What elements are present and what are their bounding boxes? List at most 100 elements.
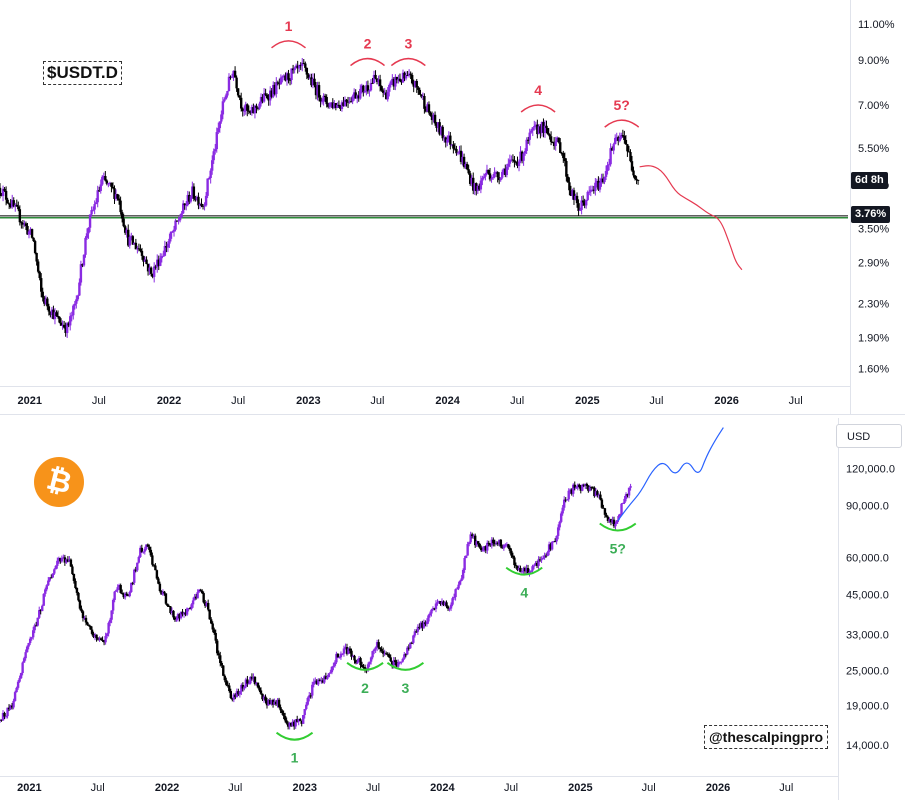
candle-body bbox=[197, 196, 200, 206]
candle-body bbox=[181, 611, 184, 615]
candle-body bbox=[465, 163, 469, 170]
candle-body bbox=[463, 558, 466, 570]
candle-body bbox=[229, 691, 233, 698]
candle-body bbox=[561, 507, 564, 514]
candle-body bbox=[203, 205, 206, 207]
candle-body bbox=[190, 604, 193, 609]
candle-body bbox=[189, 196, 193, 202]
candle-body bbox=[520, 151, 524, 161]
candle-body bbox=[601, 178, 605, 183]
candle-body bbox=[427, 104, 431, 113]
usdt-ticker-label: $USDT.D bbox=[43, 61, 122, 85]
candle-body bbox=[191, 600, 195, 605]
candle-body bbox=[110, 610, 113, 620]
candle-body bbox=[528, 571, 531, 574]
candle-body bbox=[270, 700, 273, 704]
candle-body bbox=[351, 655, 355, 657]
candle-body bbox=[553, 541, 557, 543]
candle-body bbox=[331, 102, 334, 108]
y-tick-label: 25,000.0 bbox=[846, 665, 889, 677]
candle-body bbox=[159, 258, 162, 266]
candle-body bbox=[470, 177, 473, 184]
candle-body bbox=[454, 589, 457, 598]
candle-body bbox=[345, 647, 349, 654]
candle-body bbox=[90, 629, 94, 634]
candle-body bbox=[537, 559, 540, 566]
candle-body bbox=[354, 92, 357, 99]
candle-body bbox=[443, 137, 446, 139]
candle-body bbox=[555, 535, 558, 542]
candle-body bbox=[166, 603, 169, 606]
candle-body bbox=[522, 568, 525, 572]
candle-body bbox=[479, 180, 483, 190]
candle-body bbox=[78, 282, 81, 296]
candle-body bbox=[520, 571, 524, 573]
candle-body bbox=[567, 490, 570, 500]
candle-body bbox=[249, 111, 252, 114]
candle-body bbox=[148, 546, 151, 550]
candle-body bbox=[186, 194, 189, 206]
candle-body bbox=[413, 631, 417, 636]
candle-body bbox=[629, 152, 632, 162]
candle-body bbox=[478, 543, 481, 548]
candle-body bbox=[42, 593, 45, 606]
candle-body bbox=[214, 632, 217, 641]
candle-body bbox=[143, 548, 147, 552]
candle-body bbox=[175, 619, 178, 621]
candle-body bbox=[307, 74, 310, 79]
wave-top-arc bbox=[271, 40, 306, 49]
candle-body bbox=[517, 567, 521, 570]
candle-body bbox=[523, 568, 527, 572]
candle-body bbox=[285, 720, 288, 724]
candle-body bbox=[488, 173, 492, 180]
candle-body bbox=[61, 324, 64, 326]
candle-body bbox=[486, 542, 489, 551]
candle-body bbox=[558, 521, 561, 528]
candle-body bbox=[433, 114, 437, 124]
candle-body bbox=[430, 609, 433, 614]
candle-body bbox=[162, 255, 165, 257]
candle-body bbox=[495, 542, 498, 544]
candle-body bbox=[363, 90, 367, 93]
candle-body bbox=[279, 77, 283, 85]
candle-body bbox=[472, 177, 475, 191]
candle-body bbox=[280, 710, 284, 713]
candle-body bbox=[536, 124, 539, 135]
candle-body bbox=[403, 72, 406, 79]
candle-body bbox=[105, 633, 109, 637]
candle-body bbox=[273, 84, 276, 95]
projection-path bbox=[617, 427, 724, 522]
candle-body bbox=[418, 626, 421, 628]
y-tick-label: 19,000.0 bbox=[846, 701, 889, 713]
currency-button[interactable]: USD bbox=[836, 424, 902, 448]
candle-body bbox=[192, 186, 196, 199]
candle-body bbox=[514, 161, 518, 163]
candle-body bbox=[636, 179, 640, 181]
candle-body bbox=[348, 101, 351, 103]
x-tick-label: 2022 bbox=[157, 395, 181, 407]
candle-body bbox=[302, 63, 305, 65]
candle-body bbox=[201, 205, 205, 207]
candle-body bbox=[342, 102, 345, 106]
candle-body bbox=[347, 648, 350, 654]
candle-body bbox=[177, 220, 180, 222]
candle-body bbox=[516, 566, 519, 570]
candle-body bbox=[204, 195, 208, 206]
candle-body bbox=[59, 322, 63, 326]
candle-body bbox=[615, 520, 619, 524]
candle-body bbox=[560, 152, 563, 154]
y-tick-label: 60,000.0 bbox=[846, 553, 889, 565]
candle-body bbox=[220, 662, 223, 666]
candle-body bbox=[163, 246, 167, 256]
candle-body bbox=[75, 587, 79, 593]
candle-body bbox=[18, 678, 21, 682]
candle-body bbox=[475, 183, 478, 192]
candle-body bbox=[381, 651, 385, 654]
candle-body bbox=[14, 204, 17, 207]
candle-body bbox=[442, 601, 445, 605]
candle-body bbox=[140, 547, 144, 553]
candle-body bbox=[206, 602, 210, 610]
candle-body bbox=[137, 557, 140, 563]
candle-body bbox=[484, 173, 487, 177]
candles bbox=[0, 57, 640, 338]
